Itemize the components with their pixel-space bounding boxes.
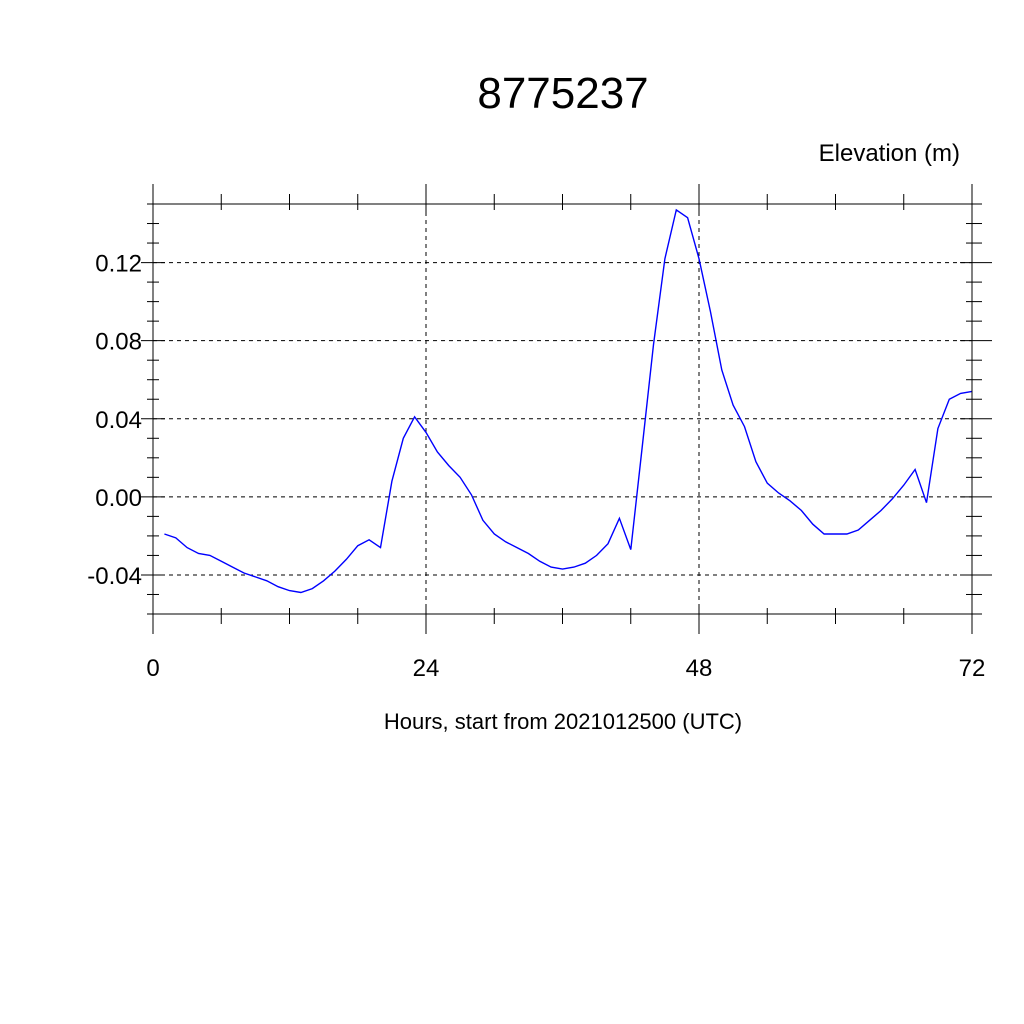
x-tick-label: 48	[686, 655, 713, 682]
x-tick-label: 0	[146, 655, 159, 682]
x-tick-label: 72	[959, 655, 986, 682]
ticks	[141, 184, 992, 634]
y-tick-label: 0.12	[95, 251, 142, 278]
y-tick-label: -0.04	[87, 563, 142, 590]
y-tick-label: 0.00	[95, 485, 142, 512]
series-layer	[164, 208, 973, 594]
y-tick-label: 0.08	[95, 329, 142, 356]
y-axis-label: Elevation (m)	[819, 140, 960, 167]
grid	[153, 204, 972, 614]
series-line	[164, 208, 973, 594]
plot-frame	[152, 203, 973, 615]
chart-title: 8775237	[477, 69, 648, 118]
y-tick-label: 0.04	[95, 407, 142, 434]
x-axis-label: Hours, start from 2021012500 (UTC)	[384, 709, 742, 734]
x-tick-label: 24	[413, 655, 440, 682]
tick-labels: -0.04 0.00 0.04 0.08 0.12 0 24 48 72	[87, 251, 985, 682]
